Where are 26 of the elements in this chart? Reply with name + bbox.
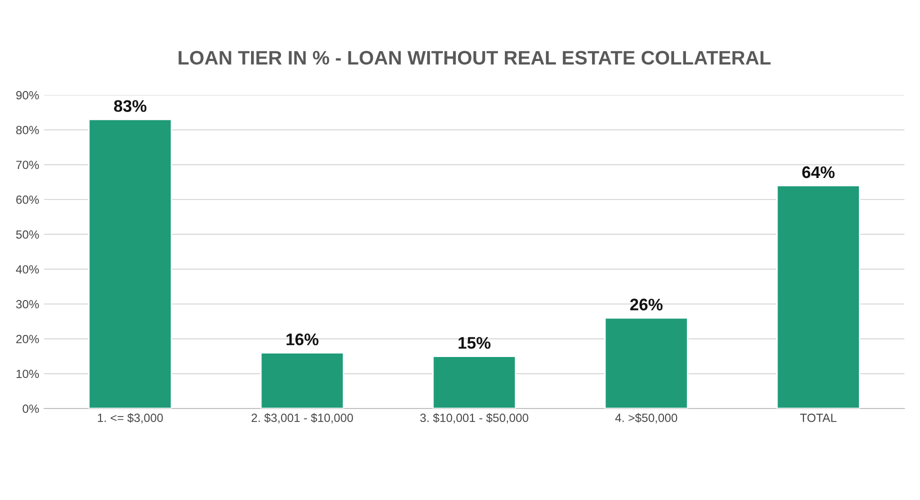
bar	[432, 356, 516, 408]
y-tick-label: 80%	[16, 126, 39, 134]
bar	[776, 184, 860, 408]
y-tick-label: 70%	[16, 160, 39, 170]
y-tick-label: 60%	[16, 196, 39, 204]
y-tick-label: 90%	[16, 91, 39, 100]
data-label: 26%	[630, 298, 663, 310]
y-tick-label: 10%	[16, 370, 39, 378]
x-tick-label: 1. <= $3,000	[98, 413, 163, 424]
y-tick-label: 0%	[22, 404, 39, 413]
data-label: 15%	[458, 337, 490, 349]
y-tick-label: 40%	[16, 265, 39, 274]
y-tick-label: 30%	[16, 300, 39, 308]
y-tick-label: 20%	[16, 334, 39, 344]
chart-title: LOAN TIER IN % - LOAN WITHOUT REAL ESTATE COLLATERAL	[178, 50, 771, 65]
x-tick-label: TOTAL	[800, 414, 836, 422]
y-tick-label: 50%	[16, 230, 39, 239]
x-tick-label: 4. >$50,000	[615, 413, 678, 424]
x-tick-label: 2. $3,001 - $10,000	[252, 413, 353, 424]
bar	[604, 317, 688, 408]
data-label: 16%	[286, 334, 318, 346]
bar	[88, 118, 172, 408]
x-tick-label: 3. $10,001 - $50,000	[420, 413, 528, 424]
bar	[260, 352, 344, 408]
data-label: 64%	[802, 166, 835, 178]
data-label: 83%	[114, 100, 146, 112]
